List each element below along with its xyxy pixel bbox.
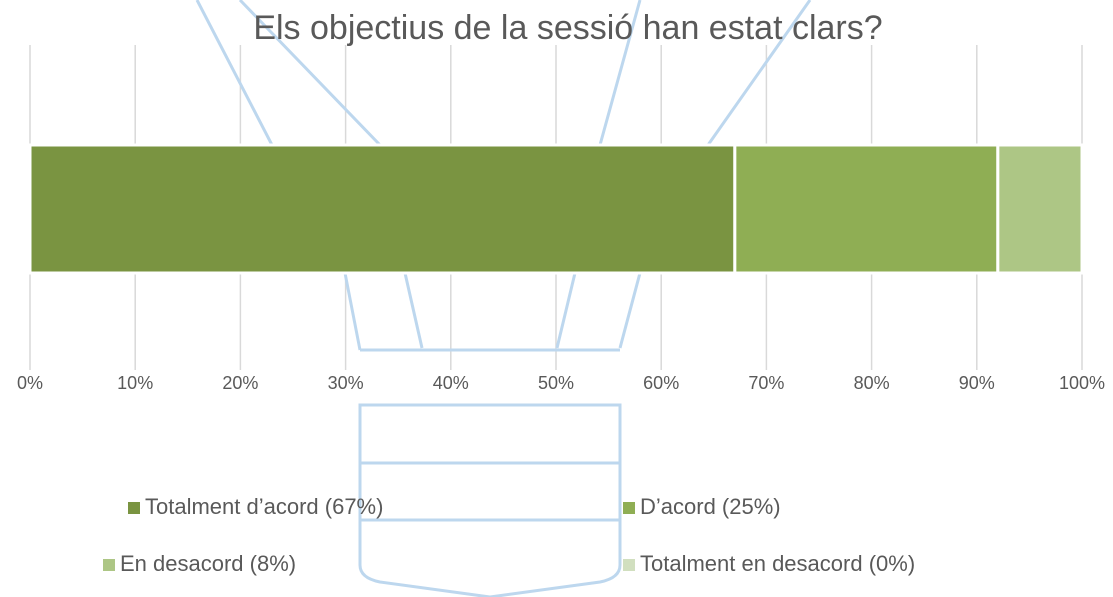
x-tick-label: 90% bbox=[959, 373, 995, 393]
legend-swatch bbox=[623, 502, 635, 514]
legend-swatch bbox=[128, 502, 140, 514]
x-tick-label: 10% bbox=[117, 373, 153, 393]
x-tick-label: 100% bbox=[1059, 373, 1105, 393]
legend-label: D’acord (25%) bbox=[640, 494, 781, 519]
chart-title: Els objectius de la sessió han estat cla… bbox=[253, 9, 882, 47]
x-tick-label: 40% bbox=[433, 373, 469, 393]
legend-swatch bbox=[623, 559, 635, 571]
legend-swatch bbox=[103, 559, 115, 571]
bar-segment bbox=[733, 143, 1000, 275]
bar-segment bbox=[28, 143, 737, 275]
x-tick-label: 30% bbox=[328, 373, 364, 393]
decor-shape bbox=[358, 403, 622, 597]
decoration bbox=[195, 0, 812, 597]
x-tick-label: 80% bbox=[854, 373, 890, 393]
legend-label: Totalment en desacord (0%) bbox=[640, 551, 915, 576]
bar-segment bbox=[996, 143, 1084, 275]
legend-label: En desacord (8%) bbox=[120, 551, 296, 576]
x-tick-label: 0% bbox=[17, 373, 43, 393]
x-tick-label: 20% bbox=[222, 373, 258, 393]
marks bbox=[28, 143, 1084, 275]
legend-label: Totalment d’acord (67%) bbox=[145, 494, 383, 519]
x-tick-label: 50% bbox=[538, 373, 574, 393]
decor-lines bbox=[343, 272, 642, 352]
decor-lines bbox=[195, 0, 812, 147]
x-tick-label: 70% bbox=[748, 373, 784, 393]
x-tick-label: 60% bbox=[643, 373, 679, 393]
